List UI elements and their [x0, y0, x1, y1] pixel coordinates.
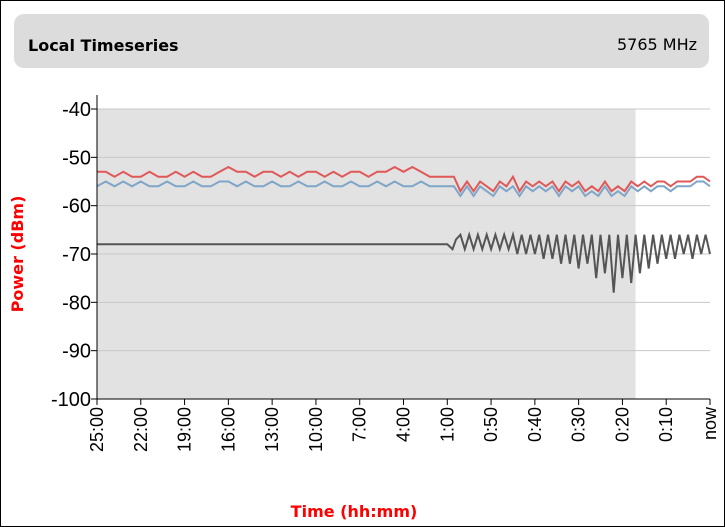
series-line-blue: [96, 180, 711, 198]
y-tick-label: -50: [62, 147, 91, 169]
series-line-gray: [97, 230, 711, 293]
x-tick-label: now: [700, 406, 720, 440]
panel-title: Local Timeseries: [28, 36, 179, 55]
series-group: [96, 165, 711, 293]
frequency-label: 5765 MHz: [616, 35, 697, 54]
x-tick-labels: 25:00 22:00 19:00 16:00 13:00 10:00 7:00 4:00 1:…: [87, 406, 720, 452]
x-tick-label: 0:50: [481, 407, 501, 442]
axes: [91, 95, 711, 405]
y-tick-label: -90: [62, 341, 91, 363]
y-tick-label: -40: [62, 99, 91, 121]
y-tick-label: -100: [51, 389, 91, 411]
panel-header: Local Timeseries 5765 MHz: [14, 14, 709, 68]
x-tick-label: 10:00: [306, 407, 326, 452]
x-tick-label: 7:00: [350, 407, 370, 442]
y-axis-label: Power (dBm): [8, 196, 27, 313]
x-tick-label: 1:00: [437, 407, 457, 442]
x-tick-label: 25:00: [87, 407, 107, 452]
x-tick-label: 19:00: [175, 407, 195, 452]
x-tick-label: 0:30: [569, 407, 589, 442]
x-tick-label: 22:00: [131, 407, 151, 452]
y-tick-labels: -40 -50 -60 -70 -80 -90 -100: [51, 99, 91, 411]
x-tick-label: 4:00: [394, 407, 414, 442]
x-tick-label: 0:40: [525, 407, 545, 442]
x-tick-label: 16:00: [218, 407, 238, 452]
x-tick-label: 13:00: [262, 407, 282, 452]
series-line-red: [97, 165, 711, 194]
y-tick-label: -80: [62, 292, 91, 314]
x-axis-label: Time (hh:mm): [291, 502, 418, 521]
y-tick-label: -70: [62, 244, 91, 266]
x-tick-label: 0:10: [656, 407, 676, 442]
y-tick-label: -60: [62, 196, 91, 218]
x-tick-label: 0:20: [612, 407, 632, 442]
